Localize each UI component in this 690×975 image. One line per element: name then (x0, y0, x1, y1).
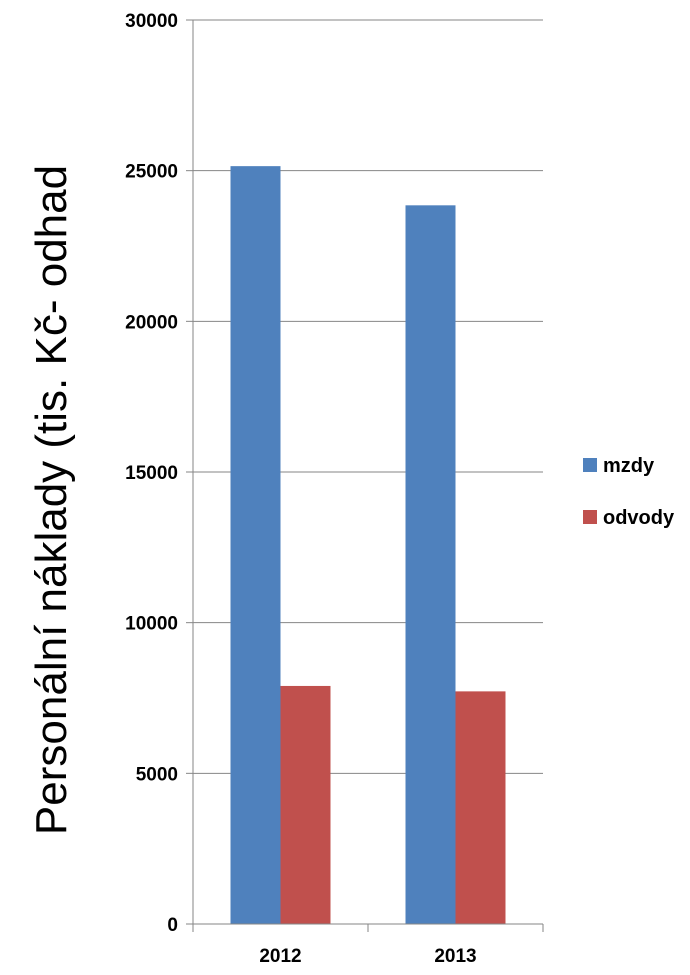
y-tick-label: 25000 (125, 162, 178, 183)
legend-swatch-mzdy (583, 458, 597, 472)
x-tick-label: 2012 (259, 946, 301, 967)
x-tick-label: 2013 (434, 946, 476, 967)
y-tick-label: 10000 (125, 614, 178, 635)
bar-odvody-2013 (455, 691, 506, 924)
bar-mzdy-2013 (405, 205, 456, 924)
legend-label-mzdy: mzdy (603, 455, 655, 477)
bar-mzdy-2012 (230, 166, 281, 924)
y-tick-label: 20000 (125, 312, 178, 333)
y-tick-label: 0 (167, 915, 178, 936)
y-tick-label: 5000 (136, 764, 178, 785)
legend: mzdy odvody (583, 455, 675, 529)
x-axis-ticks: 2012 2013 (192, 924, 544, 967)
y-axis-label: Personální náklady (tis. Kč- odhad (27, 165, 76, 835)
bar-odvody-2012 (280, 685, 331, 924)
y-tick-label: 30000 (125, 11, 178, 32)
y-tick-label: 15000 (125, 463, 178, 484)
bars (230, 166, 506, 924)
legend-label-odvody: odvody (603, 507, 675, 529)
y-axis-ticks: 0 5000 10000 15000 20000 25000 30000 (125, 11, 193, 936)
legend-swatch-odvody (583, 510, 597, 524)
